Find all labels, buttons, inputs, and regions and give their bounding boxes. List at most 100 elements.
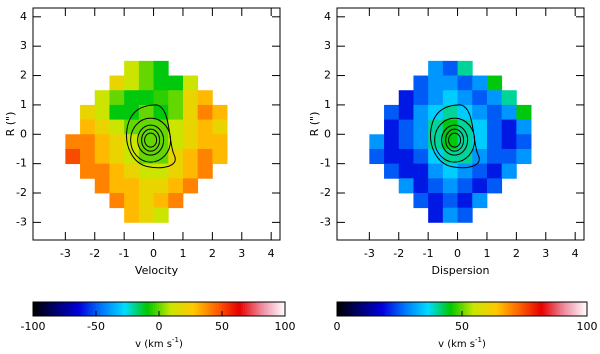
map-cell <box>501 119 517 135</box>
map-cell <box>413 90 429 106</box>
colorbar-step <box>518 302 521 316</box>
colorbar-step <box>453 302 457 316</box>
map-cell <box>138 193 154 209</box>
map-cell <box>109 163 125 179</box>
map-cell <box>369 148 385 165</box>
y-tick-label: 2 <box>324 69 331 82</box>
map-cell <box>197 104 213 120</box>
map-cell <box>516 134 532 150</box>
map-cell <box>472 104 488 120</box>
map-cell <box>80 148 96 165</box>
colorbar-step <box>234 302 238 316</box>
contour <box>137 124 165 156</box>
colorbar-step <box>459 302 463 316</box>
map-cell <box>472 178 488 194</box>
x-tick-label: -2 <box>393 247 404 260</box>
colorbar-step <box>129 302 133 316</box>
map-cell <box>486 90 503 106</box>
map-cell <box>442 119 458 135</box>
map-cell <box>182 75 199 91</box>
map-cell <box>153 60 169 76</box>
colorbar-step <box>110 302 114 316</box>
colorbar-step <box>135 302 139 316</box>
colorbar-step <box>93 302 97 316</box>
colorbar-step <box>480 302 484 316</box>
map-cell <box>65 134 81 150</box>
colorbar-step <box>397 302 400 316</box>
map-cell <box>212 134 228 150</box>
plot-frame <box>32 7 281 241</box>
colorbar-step <box>520 302 523 316</box>
colorbar-step <box>72 302 76 316</box>
x-tick-label: 1 <box>179 247 186 260</box>
y-tick-label: -3 <box>16 215 27 228</box>
map-cell <box>124 178 140 194</box>
colorbar-step <box>245 302 248 316</box>
colorbar-step <box>353 302 357 316</box>
colorbar-step <box>213 302 217 316</box>
x-tick-label: -1 <box>119 247 130 260</box>
map-cell <box>457 90 473 106</box>
y-axis-label: R (") <box>4 112 17 137</box>
colorbar-step <box>555 302 559 316</box>
y-tick-label: -2 <box>320 186 331 199</box>
colorbar-step <box>534 302 538 316</box>
colorbar-step <box>509 302 513 316</box>
colorbar-step <box>41 302 44 316</box>
colorbar-step <box>391 302 394 316</box>
map-cell <box>197 134 213 150</box>
map-cell <box>109 119 125 135</box>
map-cell <box>153 134 169 150</box>
colorbar-step <box>161 302 164 316</box>
map-cell <box>472 119 488 135</box>
colorbar-step <box>100 302 103 316</box>
map-cell <box>457 134 473 150</box>
x-tick-label: 4 <box>572 247 579 260</box>
contour <box>144 132 158 148</box>
map-cell <box>457 119 473 135</box>
colorbar-step <box>457 302 461 316</box>
map-cell <box>398 90 414 106</box>
colorbar-step <box>449 302 453 316</box>
colorbar-step <box>351 302 355 316</box>
colorbar-tick-label: -100 <box>21 320 46 333</box>
contour <box>441 124 469 156</box>
map-cell <box>168 90 184 106</box>
map-cell <box>138 104 154 120</box>
contour <box>448 132 462 148</box>
map-cell <box>80 134 96 150</box>
colorbar-step <box>68 302 72 316</box>
map-cell <box>501 90 517 106</box>
colorbar-step <box>49 302 53 316</box>
colorbar-step <box>123 302 126 316</box>
colorbar-step <box>154 302 158 316</box>
colorbar-step <box>217 302 221 316</box>
colorbar-step <box>409 302 413 316</box>
map-cell <box>65 148 81 165</box>
colorbar-step <box>578 302 582 316</box>
map-cell <box>516 119 532 135</box>
y-tick-label: 1 <box>20 98 27 111</box>
colorbar-step <box>547 302 550 316</box>
map-cell <box>472 75 488 91</box>
colorbar-step <box>566 302 569 316</box>
x-tick-label: 0 <box>454 247 461 260</box>
map-cell <box>124 163 140 179</box>
colorbar-step <box>177 302 181 316</box>
colorbar-step <box>108 302 112 316</box>
colorbar-step <box>524 302 528 316</box>
colorbar-step <box>393 302 396 316</box>
y-tick-label: 4 <box>324 10 331 23</box>
map-cell <box>138 119 154 135</box>
colorbar-step <box>171 302 175 316</box>
colorbar-step <box>43 302 47 316</box>
colorbar-step <box>370 302 373 316</box>
colorbar-step <box>201 302 204 316</box>
colorbar-step <box>474 302 478 316</box>
map-cell <box>428 163 444 179</box>
map-cell <box>384 148 400 165</box>
colorbar-step <box>167 302 170 316</box>
colorbar-step <box>64 302 68 316</box>
map-cell <box>486 148 503 165</box>
colorbar-step <box>582 302 586 316</box>
